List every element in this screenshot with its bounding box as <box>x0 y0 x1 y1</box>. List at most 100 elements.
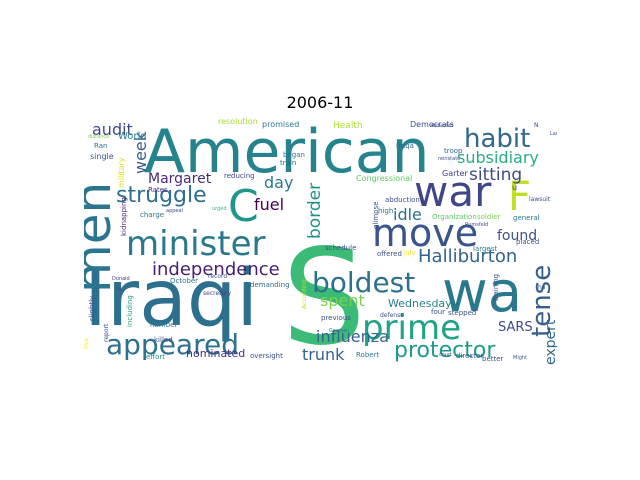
cloud-word-43: Garter <box>442 169 468 178</box>
cloud-word-64: killed <box>154 336 173 344</box>
cloud-word-40: Health <box>333 121 363 131</box>
cloud-word-84: Rumsfeld <box>465 222 488 228</box>
cloud-word-66: oversight <box>250 352 283 360</box>
cloud-word-61: slightly <box>88 296 96 321</box>
cloud-word-16: struggle <box>116 183 207 208</box>
cloud-word-60: Donald <box>112 276 130 282</box>
cloud-word-52: Rates <box>148 186 168 194</box>
cloud-word-45: train <box>280 159 296 167</box>
cloud-word-47: Iraqâ <box>396 142 414 150</box>
cloud-word-59: secretary <box>203 290 232 297</box>
cloud-word-23: idle <box>393 205 422 224</box>
cloud-word-0: Iraqi <box>84 254 258 344</box>
cloud-word-62: including <box>126 295 134 327</box>
cloud-word-24: found <box>497 228 537 244</box>
cloud-word-88: reinstate <box>438 156 460 162</box>
cloud-word-32: nominated <box>186 347 245 360</box>
cloud-word-6: minister <box>126 224 266 264</box>
cloud-word-4: war <box>414 167 492 216</box>
cloud-word-21: sitting <box>469 165 522 185</box>
cloud-word-77: largest <box>473 245 497 253</box>
cloud-word-68: five <box>84 338 90 349</box>
cloud-word-91: Lawyer <box>550 131 557 137</box>
cloud-word-53: charge <box>140 211 164 219</box>
cloud-word-97: Might <box>513 355 527 361</box>
cloud-word-17: Halliburton <box>418 246 517 267</box>
cloud-word-54: urged <box>212 206 227 212</box>
cloud-word-7: move <box>372 211 478 255</box>
figure-title: 2006-11 <box>286 93 354 112</box>
cloud-word-95: director <box>456 352 483 360</box>
cloud-word-14: tense <box>527 265 557 337</box>
cloud-word-65: effort <box>146 353 165 361</box>
cloud-word-1: S <box>282 221 366 367</box>
cloud-word-56: October <box>170 277 198 285</box>
cloud-word-27: border <box>305 183 325 239</box>
cloud-word-20: influenza <box>316 327 389 346</box>
cloud-word-51: single <box>90 152 114 161</box>
cloud-word-42: Congressional <box>356 174 412 183</box>
word-cloud-canvas: Iraqi S American wa war men minister move prime C… <box>84 117 557 367</box>
cloud-word-28: Margaret <box>148 171 212 187</box>
cloud-word-41: Democrats <box>410 120 454 129</box>
cloud-word-102: u <box>512 183 517 192</box>
cloud-word-3: wa <box>442 260 522 325</box>
cloud-word-63: number <box>150 321 177 329</box>
cloud-word-13: appeared <box>106 328 239 361</box>
cloud-word-78: July <box>402 249 416 257</box>
cloud-word-55: kidnapping <box>120 197 128 236</box>
cloud-word-38: resolution <box>218 117 258 126</box>
cloud-word-31: trunk <box>302 345 345 364</box>
cloud-word-83: glimpse <box>372 201 380 229</box>
cloud-word-33: SARS <box>498 320 533 335</box>
cloud-word-49: military <box>117 157 126 188</box>
cloud-word-89: lawsuit <box>529 196 551 203</box>
cloud-word-8: prime <box>362 308 461 348</box>
cloud-word-74: stepped <box>448 309 476 317</box>
cloud-word-94: court <box>439 352 452 358</box>
cloud-word-25: spent <box>320 291 365 310</box>
cloud-word-90: abducted <box>430 123 454 129</box>
cloud-word-15: independence <box>152 259 280 280</box>
cloud-word-50: Ran <box>94 142 107 150</box>
cloud-word-101: M <box>116 286 121 293</box>
cloud-word-73: four <box>431 308 445 316</box>
cloud-word-26: week <box>131 131 150 174</box>
cloud-word-80: abduction <box>385 196 420 204</box>
cloud-word-79: offered <box>377 250 402 258</box>
cloud-word-30: day <box>264 173 293 192</box>
cloud-word-48: troop <box>444 147 463 155</box>
cloud-word-2: American <box>144 117 430 187</box>
cloud-word-98: distance <box>88 134 109 140</box>
cloud-word-85: Organization <box>432 213 477 221</box>
cloud-word-96: better <box>482 355 504 363</box>
cloud-word-39: promised <box>262 120 299 129</box>
cloud-word-93: Robert <box>356 351 379 359</box>
cloud-word-71: German <box>329 328 349 334</box>
cloud-word-87: general <box>513 214 540 222</box>
cloud-word-57: demanding <box>250 281 290 289</box>
cloud-word-70: previous <box>321 314 351 322</box>
cloud-word-46: began <box>283 151 305 159</box>
cloud-word-11: boldest <box>312 266 415 299</box>
cloud-word-69: According <box>301 279 308 309</box>
cloud-word-22: fuel <box>254 195 284 214</box>
cloud-word-29: audit <box>92 120 133 139</box>
cloud-word-72: defense <box>380 312 404 319</box>
cloud-word-82: schedule <box>325 244 356 252</box>
cloud-word-37: World <box>118 131 147 142</box>
cloud-word-35: expert <box>543 319 557 365</box>
cloud-word-86: soldier <box>477 213 501 221</box>
cloud-word-99: appeal <box>166 208 183 214</box>
cloud-word-67: report <box>103 323 110 342</box>
cloud-word-100: N <box>534 122 539 129</box>
cloud-word-18: protector <box>394 338 496 363</box>
word-cloud: Iraqi S American wa war men minister move prime C… <box>84 115 557 367</box>
cloud-word-10: F <box>508 174 531 220</box>
cloud-word-44: reducing <box>224 172 255 180</box>
cloud-word-36: Wednesday <box>388 297 452 310</box>
cloud-word-58: record <box>208 273 227 280</box>
cloud-word-75: training <box>492 274 500 301</box>
cloud-word-9: C <box>228 181 259 232</box>
cloud-word-5: men <box>84 182 122 293</box>
